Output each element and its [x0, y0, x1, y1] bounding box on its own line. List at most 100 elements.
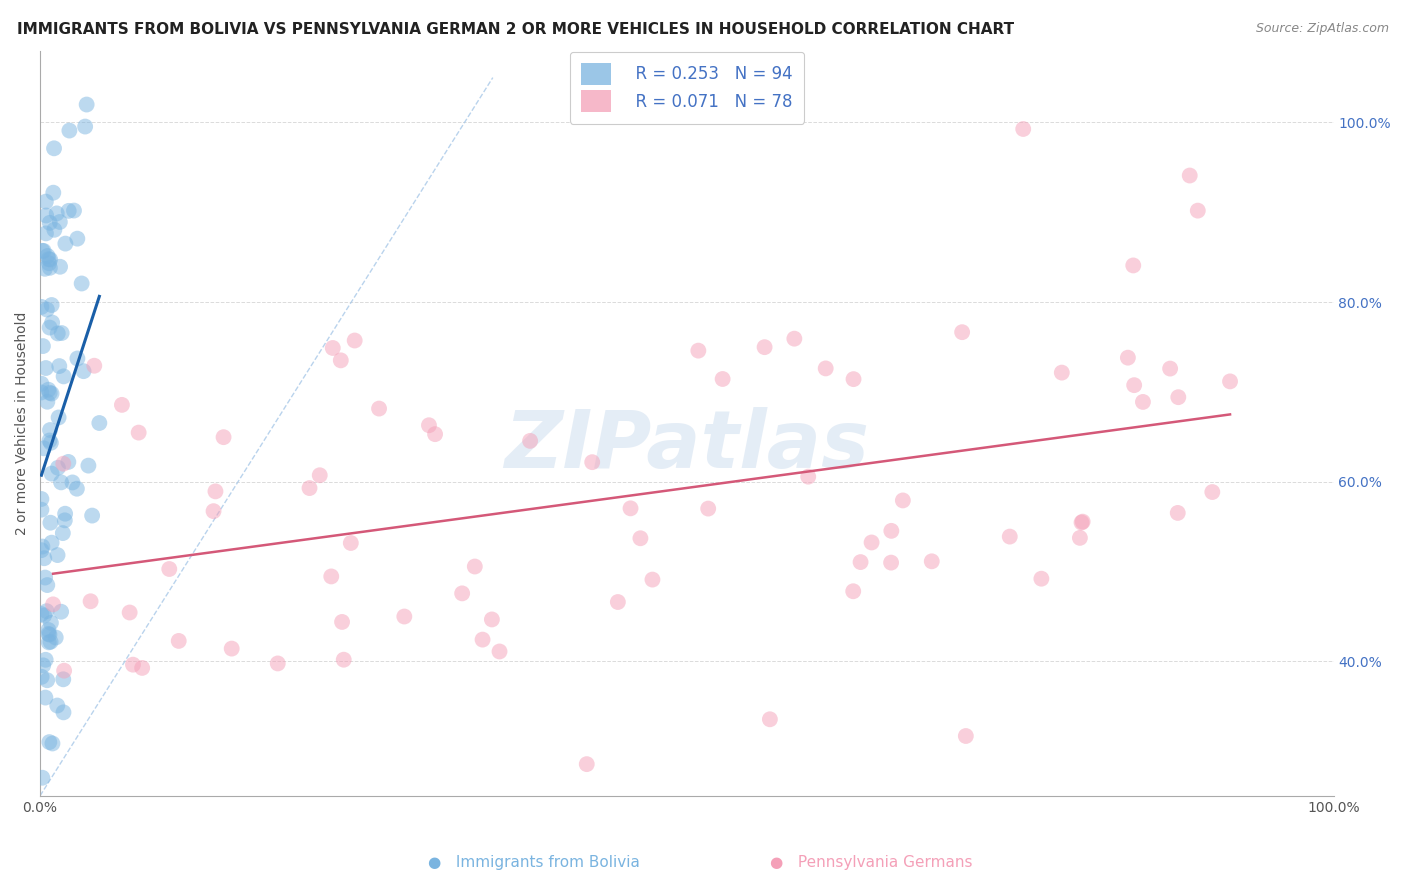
Point: [998, 530, 1021, 544]
Point: [53, 664, 76, 678]
Point: [628, 531, 651, 545]
Point: [332, 653, 354, 667]
Point: [55, 236, 77, 251]
Point: [35, 209, 58, 223]
Point: [66, 232, 89, 246]
Point: [308, 468, 330, 483]
Point: [1187, 203, 1209, 218]
Point: [451, 586, 474, 600]
Point: [38, 252, 60, 266]
Point: [471, 632, 494, 647]
Point: [76, 97, 98, 112]
Point: [488, 644, 510, 658]
Point: [1031, 572, 1053, 586]
Point: [37, 249, 59, 263]
Point: [77, 458, 100, 473]
Point: [49, 475, 72, 490]
Point: [30, 543, 52, 558]
Point: [45, 206, 67, 220]
Point: [842, 372, 865, 386]
Point: [52, 673, 75, 687]
Text: ZIPatlas: ZIPatlas: [505, 407, 869, 484]
Point: [31, 670, 53, 684]
Point: [70, 277, 93, 291]
Point: [53, 507, 76, 521]
Point: [31, 540, 53, 554]
Point: [42, 141, 65, 155]
Point: [950, 325, 973, 339]
Point: [298, 481, 321, 495]
Point: [38, 216, 60, 230]
Point: [31, 771, 53, 785]
Point: [38, 385, 60, 400]
Point: [368, 401, 391, 416]
Point: [38, 256, 60, 270]
Point: [122, 657, 145, 672]
Point: [267, 657, 290, 671]
Point: [1201, 485, 1223, 500]
Point: [52, 526, 75, 541]
Point: [30, 607, 52, 621]
Point: [46, 326, 69, 341]
Point: [343, 334, 366, 348]
Point: [37, 627, 59, 641]
Text: Source: ZipAtlas.com: Source: ZipAtlas.com: [1256, 22, 1389, 36]
Point: [329, 353, 352, 368]
Point: [814, 361, 837, 376]
Point: [519, 434, 541, 448]
Point: [754, 340, 776, 354]
Point: [1167, 390, 1189, 404]
Point: [38, 635, 60, 649]
Point: [1219, 375, 1241, 389]
Point: [35, 361, 58, 376]
Point: [66, 482, 89, 496]
Point: [697, 501, 720, 516]
Point: [42, 186, 65, 200]
Point: [1071, 515, 1094, 529]
Point: [58, 123, 80, 137]
Point: [49, 605, 72, 619]
Point: [32, 658, 55, 673]
Point: [1069, 531, 1091, 545]
Point: [51, 326, 73, 340]
Point: [34, 653, 56, 667]
Point: [66, 351, 89, 366]
Point: [131, 661, 153, 675]
Point: [37, 673, 59, 688]
Point: [34, 690, 56, 705]
Point: [32, 551, 55, 566]
Text: IMMIGRANTS FROM BOLIVIA VS PENNSYLVANIA GERMAN 2 OR MORE VEHICLES IN HOUSEHOLD C: IMMIGRANTS FROM BOLIVIA VS PENNSYLVANIA …: [17, 22, 1014, 37]
Point: [39, 435, 62, 450]
Point: [46, 460, 69, 475]
Point: [321, 569, 343, 583]
Point: [1116, 351, 1139, 365]
Point: [32, 244, 55, 258]
Point: [39, 635, 62, 649]
Point: [52, 457, 75, 471]
Point: [1050, 366, 1073, 380]
Text: ●   Pennsylvania Germans: ● Pennsylvania Germans: [770, 855, 973, 870]
Point: [46, 698, 69, 713]
Point: [221, 641, 243, 656]
Point: [72, 364, 94, 378]
Point: [53, 513, 76, 527]
Point: [62, 475, 84, 490]
Point: [204, 484, 226, 499]
Point: [83, 359, 105, 373]
Point: [39, 615, 62, 630]
Point: [30, 385, 52, 400]
Point: [30, 300, 52, 314]
Point: [41, 316, 63, 330]
Point: [38, 627, 60, 641]
Point: [34, 570, 56, 584]
Point: [82, 508, 104, 523]
Point: [322, 341, 344, 355]
Point: [849, 555, 872, 569]
Point: [330, 615, 353, 629]
Point: [44, 223, 66, 237]
Point: [118, 606, 141, 620]
Point: [202, 504, 225, 518]
Point: [340, 536, 363, 550]
Point: [58, 455, 80, 469]
Point: [52, 369, 75, 384]
